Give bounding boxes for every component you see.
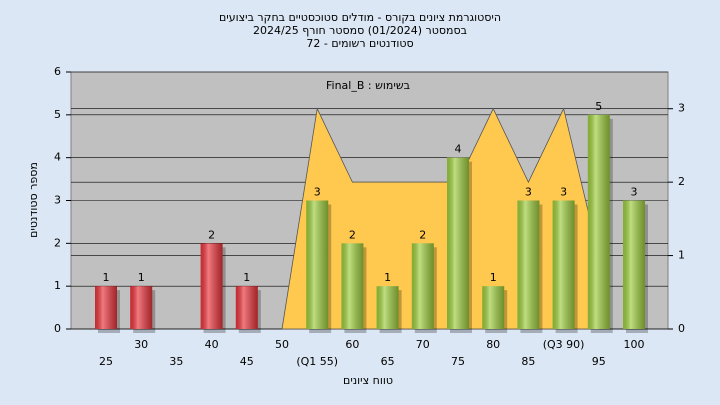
x-tick-label: 45	[240, 355, 254, 368]
data-label: 3	[631, 186, 638, 199]
bar-shade	[341, 243, 364, 329]
x-tick-label: 80	[486, 338, 500, 351]
y-tick-label: 6	[54, 65, 61, 78]
y2-tick-label: 2	[678, 175, 685, 188]
x-tick-label: 35	[169, 355, 183, 368]
y-axis-label: מספר סטודנטים	[27, 162, 40, 238]
x-tick-label: 75	[451, 355, 465, 368]
x-axis-label: טווח ציונים	[343, 374, 393, 387]
data-label: 1	[138, 271, 145, 284]
data-label: 1	[103, 271, 110, 284]
x-tick-label: 85	[521, 355, 535, 368]
x-tick-label: 40	[205, 338, 219, 351]
chart-title: היסטוגרמת ציונים בקורס - מודלים סטוכסטיי…	[219, 11, 501, 24]
data-label: 1	[490, 271, 497, 284]
y-tick-label: 2	[54, 236, 61, 249]
chart-subtitle: בסמסטר (01/2024) סמסטר חורף 2024/25	[253, 24, 467, 37]
bar-shade	[447, 157, 469, 329]
y2-tick-label: 1	[678, 249, 685, 262]
annotation: בשימוש : Final_B	[326, 79, 410, 92]
x-tick-label: 30	[134, 338, 148, 351]
data-label: 1	[243, 271, 250, 284]
chart-subtitle: סטודנטים רשומים - 72	[306, 37, 413, 50]
bar-shade	[623, 200, 645, 329]
x-tick-label: (Q3 90)	[543, 338, 585, 351]
bar-shade	[517, 200, 540, 329]
x-tick-label: 25	[99, 355, 113, 368]
data-label: 2	[208, 228, 215, 241]
y-tick-label: 5	[54, 108, 61, 121]
data-label: 3	[560, 186, 567, 199]
data-label: 4	[455, 143, 462, 156]
bar-shade	[376, 286, 399, 329]
x-tick-label: 65	[381, 355, 395, 368]
data-label: 3	[525, 186, 532, 199]
x-tick-label: (Q1 55)	[296, 355, 338, 368]
bar-shade	[587, 114, 610, 329]
bar-shade	[482, 286, 505, 329]
y-tick-label: 3	[54, 194, 61, 207]
bar-shade	[235, 286, 258, 329]
y2-tick-label: 0	[678, 322, 685, 335]
bar-shade	[306, 200, 329, 329]
data-label: 2	[419, 228, 426, 241]
x-tick-label: 100	[624, 338, 645, 351]
data-label: 3	[314, 186, 321, 199]
bar-shade	[411, 243, 434, 329]
bar-shade	[552, 200, 575, 329]
bar-shade	[95, 286, 117, 329]
y2-tick-label: 3	[678, 102, 685, 115]
y-tick-label: 1	[54, 279, 61, 292]
data-label: 1	[384, 271, 391, 284]
x-tick-label: 95	[592, 355, 606, 368]
y-tick-label: 4	[54, 151, 61, 164]
data-label: 2	[349, 228, 356, 241]
bar-shade	[200, 243, 223, 329]
x-tick-label: 70	[416, 338, 430, 351]
y-tick-label: 0	[54, 322, 61, 335]
bar-shade	[130, 286, 153, 329]
x-tick-label: 50	[275, 338, 289, 351]
x-tick-label: 60	[345, 338, 359, 351]
data-label: 5	[595, 100, 602, 113]
